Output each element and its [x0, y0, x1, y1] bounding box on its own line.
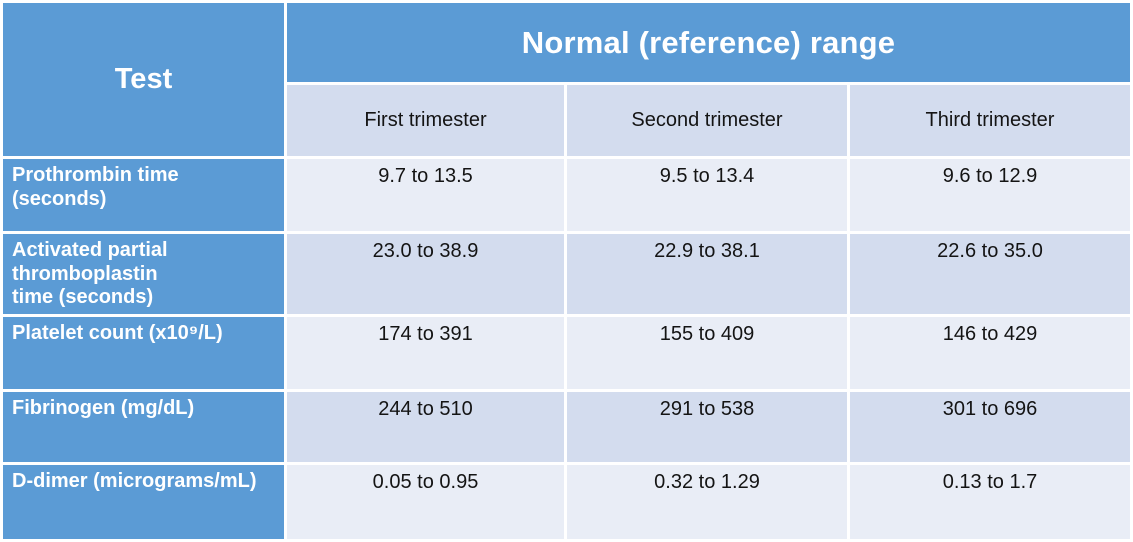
value-cell: 155 to 409 — [567, 317, 847, 389]
subheader-row: First trimester Second trimester Third t… — [3, 85, 1130, 156]
value-cell: 0.32 to 1.29 — [567, 465, 847, 539]
value-cell: 291 to 538 — [567, 392, 847, 462]
header-row: Test Normal (reference) range — [3, 3, 1130, 156]
value-cell: 22.6 to 35.0 — [850, 234, 1130, 314]
value-cell: 0.05 to 0.95 — [287, 465, 564, 539]
value-cell: 23.0 to 38.9 — [287, 234, 564, 314]
table-row-prothrombin-time: Prothrombin time (seconds) 9.7 to 13.5 9… — [3, 159, 1130, 231]
value-cell: 244 to 510 — [287, 392, 564, 462]
row-label-fibrinogen: Fibrinogen (mg/dL) — [3, 392, 284, 462]
value-cell: 301 to 696 — [850, 392, 1130, 462]
table-row-platelet-count: Platelet count (x10⁹/L) 174 to 391 155 t… — [3, 317, 1130, 389]
table-row-fibrinogen: Fibrinogen (mg/dL) 244 to 510 291 to 538… — [3, 392, 1130, 462]
test-column-header: Test — [3, 3, 284, 156]
value-cell: 9.7 to 13.5 — [287, 159, 564, 231]
value-cell: 146 to 429 — [850, 317, 1130, 389]
row-label-prothrombin-time: Prothrombin time (seconds) — [3, 159, 284, 231]
value-cell: 0.13 to 1.7 — [850, 465, 1130, 539]
row-label-platelet-count: Platelet count (x10⁹/L) — [3, 317, 284, 389]
row-label-aptt: Activated partial thromboplastin time (s… — [3, 234, 284, 314]
table-row-aptt: Activated partial thromboplastin time (s… — [3, 234, 1130, 314]
second-trimester-header: Second trimester — [567, 85, 847, 156]
normal-range-header: Normal (reference) range — [287, 3, 1130, 82]
table-row-d-dimer: D-dimer (micrograms/mL) 0.05 to 0.95 0.3… — [3, 465, 1130, 539]
third-trimester-header: Third trimester — [850, 85, 1130, 156]
value-cell: 22.9 to 38.1 — [567, 234, 847, 314]
value-cell: 174 to 391 — [287, 317, 564, 389]
row-label-d-dimer: D-dimer (micrograms/mL) — [3, 465, 284, 539]
value-cell: 9.6 to 12.9 — [850, 159, 1130, 231]
value-cell: 9.5 to 13.4 — [567, 159, 847, 231]
first-trimester-header: First trimester — [287, 85, 564, 156]
